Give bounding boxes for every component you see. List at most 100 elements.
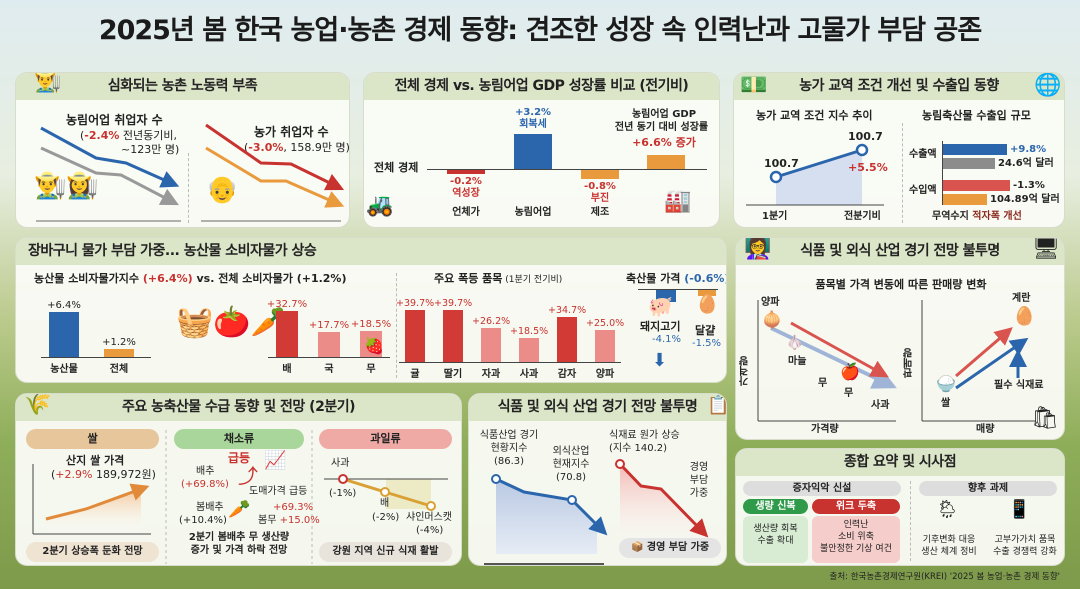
weakness-1: 인력난 [843,520,869,530]
bar [104,348,134,357]
gdp-bar-label: -0.2% [450,176,482,187]
down-arrow-icon: ⬇ [652,350,668,371]
trade-p2: 100.7 [848,130,883,143]
burden-1: 경영 [689,462,709,473]
bar-value-label: +6.4% [47,300,81,312]
trade-change: +5.5% [848,161,888,174]
garlic-label: 마늘 [788,356,807,367]
cost-1: 식재료 원가 상승 [609,430,680,441]
old-farmer-icon: 👴 [206,175,239,205]
import-change-bar [943,180,1010,191]
globe-icon: 🌐 [1034,73,1062,98]
bar-chart-icon: 📈 [264,450,287,471]
gdp-yoy-title2: 전년 동기 대비 성장률 [614,122,709,133]
items-title: 주요 폭등 품목 (1분기 전기비) [434,272,562,286]
divider [910,481,911,561]
out-index-point [567,495,577,505]
cpi-sub-c: vs. 전체 소비자물가 (+1.2%) [192,272,347,285]
pig-icon: 🐖 [648,294,673,318]
items-sub: (1분기 전기비) [502,275,563,285]
apple-icon: 🍎 [840,362,860,381]
burden-3: 가중 [689,488,709,499]
bar-category: 국 [324,364,334,375]
bar-category: 감자 [557,369,577,380]
fruit-note-text: 강원 지역 신규 식재 활발 [332,546,439,557]
burden-badge-text: 경영 부담 가중 [646,542,710,553]
food-index-value: (86.3) [493,456,525,467]
fruit-shine: 샤인머스캣 [406,512,452,523]
right-pill: 향후 과제 [919,481,1057,496]
trade-x1: 1분기 [762,211,788,222]
gdp-bar-label: +3.2% [514,106,552,118]
bar-value-label: +39.7% [396,298,435,310]
rice-note: 2분기 상승폭 둔화 전망 [26,542,159,562]
bar [405,310,425,362]
veg-tab: 채소류 [174,429,304,449]
strength-box: 생산량 회복 수출 확대 [743,516,808,563]
presenter-icon: 👩‍🏫 [744,237,772,261]
burden-2: 부담 [689,475,709,486]
trade-x2: 전분기비 [844,211,881,222]
fruit-tab: 과일류 [319,429,452,449]
trade-header: 농가 교역 조건 개선 및 수출입 동향 [734,73,1064,100]
left-pill: 증자익악 신설 [743,481,901,496]
gdp-zero-line [427,169,707,170]
pear-point [380,487,390,497]
x-axis-label-2: 매량 [976,424,995,435]
source-note: 출처: 한국농촌경제연구원(KREI) '2025 봄 농업·농촌 경제 동향' [829,572,1060,582]
bar-value-label: +26.2% [472,315,511,327]
burden-badge: 📦 경영 부담 가중 [619,538,721,558]
spring-cabbage-label: 봄배추 [196,502,224,513]
fruit-note: 강원 지역 신규 식재 활발 [319,542,452,562]
cpi-subtitle: 농산물 소비자물가지수 (+6.4%) vs. 전체 소비자물가 (+1.2%) [34,272,346,285]
export-label: 수출액 [909,149,937,160]
gdp-axis-label: 전체 경제 [374,161,419,174]
divider [902,123,903,223]
gdp-category: 언체가 [452,207,480,218]
trade-p1: 100.7 [764,157,799,170]
onion-label: 양파 [761,297,780,308]
fruit-pear: 배 [380,498,390,509]
bar [443,310,463,362]
money-icon: 💵 [740,73,768,98]
out-index-1: 외식산업 [552,446,590,457]
weakness-box: 인력난 소비 위축 불안정한 기상 여건 [812,516,900,563]
tablet-icon: 📱 [1008,499,1031,520]
food-index-1: 식품산업 경기 [479,430,539,441]
egg-label: 달걀 [695,324,716,337]
garlic-icon: 🧄 [786,335,804,351]
spring-radish-change: +15.0% [279,515,320,526]
out-index-2: 현재지수 [552,459,590,470]
farmers-couple-icon: 👨‍🌾👩‍🌾 [34,171,99,201]
bar [276,311,298,357]
trade-index-title: 농가 교역 조건 지수 추이 [756,109,873,122]
items-chart: +39.7% 귤 +39.7% 딸기 +26.2% 자과 +18.5% 사과 +34.7% 감자 +… [396,293,624,380]
labor-left-rest: 전년동기비, [119,129,177,142]
labor-trend-lines [36,123,345,222]
spring-radish: 봄무 +15.0% [258,515,320,527]
task-2a: 고부가가치 품목 [994,535,1056,545]
fruit-apple-change: (-1%) [329,488,357,499]
foodsales-panel: 식품 및 외식 산업 경기 전망 불투명 👩‍🏫 🖥 품목별 가격 변동에 따른… [735,237,1065,440]
egg-label: 계란 [1012,293,1031,304]
summary-panel: 종합 요약 및 시사점 증자익악 신설 생량 신복 위크 두축 생산량 회복 수… [735,448,1065,566]
import-value-bar [943,194,987,205]
labor-left-title: 농림어업 취업자 수 [66,113,163,127]
egg-change: -1.5% [692,338,722,349]
fruit-shine-change: (-4%) [416,525,444,536]
export-value-bar [943,158,995,169]
cabbage-change: (+69.8%) [181,479,229,490]
rice-tab: 쌀 [26,429,159,449]
bar-value-label: +18.5% [350,319,392,331]
point-q1 [769,170,783,184]
cpi-sub-a: 농산물 소비자물가지수 [34,272,143,285]
gdp-bar [581,170,619,179]
task-1b: 생산 체계 정비 [921,547,977,557]
price-volume-chart [757,300,1036,422]
gdp-bar-label: -0.8% [584,180,616,192]
veg-note-1: 2분기 봄배추 무 생산량 [188,532,290,543]
labor-right-detail: (-3.0%, 158.9만 명) [244,141,350,154]
labor-panel: 심화되는 농촌 노동력 부족 👨‍🌾 농림어업 취업자 수 (-2.4% 전년동… [15,72,350,228]
bar-category: 사과 [519,369,539,380]
y-axis-label-2: 판매량 [904,348,915,378]
